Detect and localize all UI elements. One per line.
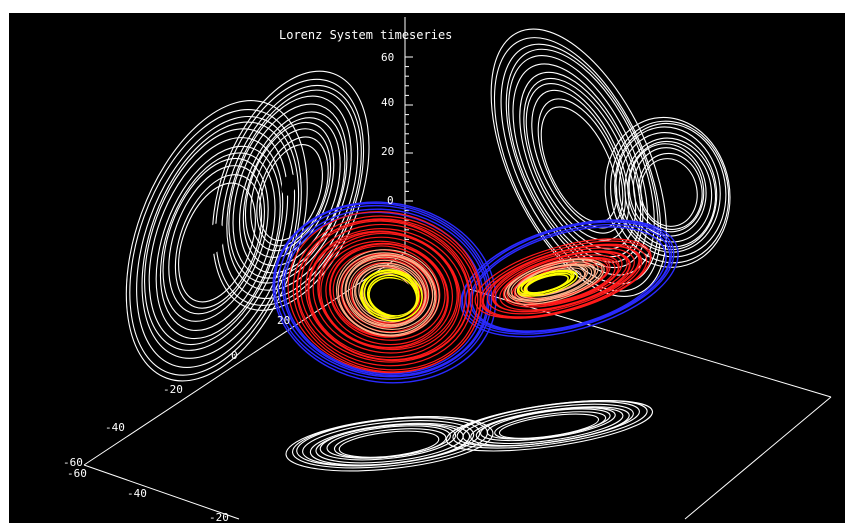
plot-frame: Lorenz System timeseries 60 40 20 0 20 0…	[9, 13, 845, 523]
projection-x-y-loop	[445, 400, 654, 452]
projection-y-z-loop	[604, 116, 731, 268]
projection-y-z-loop	[627, 140, 713, 243]
x-tick-label-minus20: -20	[163, 383, 183, 396]
projection-y-z-loop	[633, 147, 705, 233]
y-axis-line	[83, 464, 240, 520]
chart-title: Lorenz System timeseries	[279, 28, 453, 42]
z-tick-label-0: 0	[387, 194, 394, 207]
attractor-middle-loop	[317, 232, 458, 351]
attractor-outer-loop	[471, 226, 667, 332]
projection-x-z-loop	[144, 128, 289, 351]
attractor-outer-loop	[283, 211, 485, 375]
projection-x-y-hole	[531, 418, 567, 428]
attractor-inner-loop	[351, 262, 426, 326]
y-tick-label-minus20: -20	[209, 511, 229, 523]
x-axis-line	[83, 252, 406, 466]
projection-x-z-loop	[250, 128, 332, 252]
projection-y-z	[490, 28, 731, 297]
projection-y-z-hole	[664, 182, 680, 196]
projection-y-z-loop	[640, 158, 698, 227]
attractor-inner-loop	[337, 252, 437, 336]
projection-x-y-loop	[326, 425, 451, 459]
attractor-middle-loop	[499, 251, 630, 311]
projection-y-z-loop	[615, 126, 721, 253]
attractor-outer-loop	[273, 202, 493, 380]
attractor-inner-loop	[347, 259, 427, 327]
projection-x-y-loop	[296, 417, 481, 467]
attractor-trajectory	[272, 201, 679, 384]
y-tick-label-minus40: -40	[127, 487, 147, 500]
projection-y-z-loop	[624, 137, 717, 248]
attractor-inner-loop	[341, 254, 436, 334]
projection-x-y-loop	[486, 408, 611, 440]
attractor-middle-loop	[296, 218, 479, 371]
attractor-middle-loop	[320, 240, 449, 349]
projection-y-z-loop	[512, 63, 644, 263]
attractor-hole	[372, 278, 416, 316]
projection-y-z-loop	[523, 77, 637, 250]
attractor-middle-loop	[325, 242, 448, 346]
projection-x-z-loop	[259, 143, 323, 242]
projection-x-z-hole	[281, 174, 297, 196]
projection-x-z-loop	[159, 152, 276, 332]
attractor-outer-loop	[465, 221, 673, 334]
attractor-middle-loop	[287, 211, 482, 374]
attractor-core-loop	[516, 269, 578, 297]
attractor-middle-loop	[332, 249, 438, 337]
projection-y-z-loop	[638, 152, 703, 230]
projection-x-y	[285, 400, 654, 472]
z-tick-label-40: 40	[381, 96, 394, 109]
attractor-inner-loop	[344, 254, 434, 330]
projection-y-z-hole	[568, 139, 590, 177]
z-tick-label-60: 60	[381, 51, 394, 64]
axis-ticks	[405, 56, 413, 240]
projection-x-z-loop	[256, 136, 329, 247]
projection-x-z-loop	[168, 165, 265, 315]
attractor-middle-loop	[474, 238, 652, 319]
projection-x-z-loop	[226, 89, 359, 291]
projection-x-z-loop	[125, 100, 308, 382]
projection-x-z-loop	[174, 174, 263, 309]
attractor-middle-loop	[305, 223, 470, 362]
z-tick-label-20: 20	[381, 145, 394, 158]
attractor-middle-loop	[307, 228, 466, 361]
attractor-core-loop	[363, 271, 418, 317]
y-tick-label-minus60: -60	[67, 467, 87, 480]
projection-y-z-loop	[610, 120, 730, 264]
attractor-inner-loop	[504, 258, 605, 305]
attractor-middle-loop	[329, 245, 441, 338]
projection-x-z-loop	[162, 157, 269, 322]
projection-x-z-loop	[242, 117, 341, 267]
attractor-outer-loop	[272, 201, 497, 384]
projection-x-z-loop	[148, 137, 284, 346]
axes	[83, 17, 832, 520]
projection-y-z-loop	[614, 122, 727, 258]
attractor-inner-loop	[336, 249, 440, 337]
x-tick-label-20: 20	[277, 314, 290, 327]
projection-y-z-loop	[628, 143, 707, 237]
projection-x-z-loop	[221, 84, 362, 300]
attractor-hole	[535, 277, 563, 289]
projection-x-z-hole	[203, 223, 225, 255]
plot-canvas: 60 40 20 0 20 0 -20 -40 -60 -60 -40 -20	[63, 17, 832, 523]
projection-x-z-loop	[244, 121, 335, 258]
projection-x-z-loop	[155, 145, 281, 340]
projection-y-z-loop	[531, 89, 626, 234]
projection-x-y-loop	[338, 430, 440, 458]
attractor-middle-loop	[308, 230, 461, 358]
x-tick-label-minus60: -60	[63, 456, 83, 469]
projection-x-y-hole	[369, 433, 413, 445]
projection-x-y-loop	[285, 416, 494, 472]
attractor-middle-loop	[318, 236, 454, 349]
attractor-core-loop	[361, 270, 420, 319]
floor-edge-line	[684, 396, 832, 520]
attractor-middle-loop	[299, 220, 471, 363]
attractor-inner-loop	[345, 256, 430, 328]
attractor-outer-loop	[460, 219, 679, 338]
attractor-core-loop	[359, 269, 423, 322]
x-tick-label-minus40: -40	[105, 421, 125, 434]
x-tick-label-0: 0	[231, 349, 238, 362]
